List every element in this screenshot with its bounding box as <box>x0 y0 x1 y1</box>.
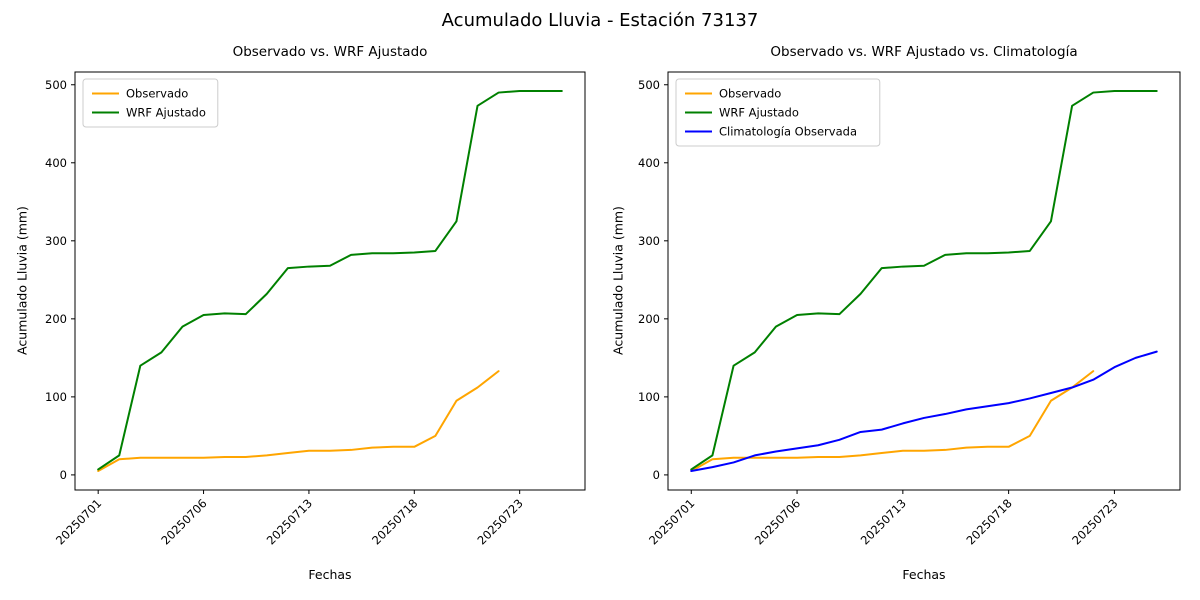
x-tick-label: 20250723 <box>1069 496 1120 547</box>
x-tick-label: 20250713 <box>264 496 315 547</box>
subplot-left-title: Observado vs. WRF Ajustado <box>232 44 428 60</box>
series-line-observado <box>97 370 500 472</box>
series-line-observado <box>690 370 1095 472</box>
y-tick-label: 500 <box>45 78 67 92</box>
y-tick-label: 400 <box>45 156 67 170</box>
y-tick-label: 500 <box>638 78 660 92</box>
legend-label: WRF Ajustado <box>719 106 799 120</box>
x-tick-label: 20250706 <box>752 496 803 547</box>
axes-frame <box>74 71 586 491</box>
subplot-right: 0 100 200 300 400 500 20250701 20250706 20250713… <box>638 71 1181 548</box>
subplot-right-title: Observado vs. WRF Ajustado vs. Climatolo… <box>770 44 1078 60</box>
legend-box <box>675 78 881 147</box>
x-tick-label: 20250701 <box>646 496 697 547</box>
x-tick-label: 20250723 <box>474 496 525 547</box>
series-line-climatolog-a-observada <box>690 350 1158 472</box>
series-line-wrf-ajustado <box>97 90 563 471</box>
y-tick-label: 200 <box>45 312 67 326</box>
subplot-left-xlabel: Fechas <box>308 567 352 582</box>
legend-label: Climatología Observada <box>719 125 857 139</box>
y-tick-label: 400 <box>638 156 660 170</box>
y-tick-label: 100 <box>638 390 660 404</box>
axes-frame <box>667 71 1181 491</box>
series-line-wrf-ajustado <box>690 90 1158 471</box>
y-tick-label: 200 <box>638 312 660 326</box>
subplot-left: 0 100 200 300 400 500 20250701 20250706 20250713… <box>45 71 586 548</box>
figure-title: Acumulado Lluvia - Estación 73137 <box>441 10 759 31</box>
subplot-right-ylabel: Acumulado Lluvia (mm) <box>610 206 626 355</box>
x-tick-label: 20250701 <box>53 496 104 547</box>
subplot-right-xlabel: Fechas <box>902 567 946 582</box>
legend-label: WRF Ajustado <box>126 106 206 120</box>
legend-label: Observado <box>126 87 188 101</box>
y-tick-label: 300 <box>45 234 67 248</box>
x-tick-label: 20250713 <box>858 496 909 547</box>
x-tick-label: 20250718 <box>963 496 1014 547</box>
y-tick-label: 0 <box>60 468 67 482</box>
x-tick-label: 20250706 <box>158 496 209 547</box>
y-tick-label: 0 <box>653 468 660 482</box>
y-tick-label: 100 <box>45 390 67 404</box>
legend-box <box>82 78 219 128</box>
y-tick-label: 300 <box>638 234 660 248</box>
subplot-left-ylabel: Acumulado Lluvia (mm) <box>14 206 30 355</box>
x-tick-label: 20250718 <box>369 496 420 547</box>
legend-label: Observado <box>719 87 781 101</box>
